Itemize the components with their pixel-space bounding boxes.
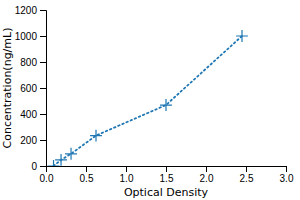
marker (65, 148, 77, 160)
tick: 200 (20, 135, 46, 146)
tick-label: 600 (20, 83, 37, 94)
tick: 1.5 (160, 166, 174, 184)
tick: 1000 (15, 31, 46, 42)
line (54, 36, 242, 166)
tick-mark (86, 166, 87, 172)
tick: 0.0 (40, 166, 54, 184)
tick-mark (40, 62, 46, 63)
tick-mark (40, 114, 46, 115)
tick: 3.0 (280, 166, 294, 184)
tick-label: 1200 (15, 5, 38, 16)
axis-domain (40, 11, 47, 167)
tick-mark (126, 166, 127, 172)
tick-label: 200 (20, 135, 37, 146)
chart: 0.0 0.5 1.0 1.5 2.0 2.5 3.0 0 200 400 600 800 1000 12… (0, 0, 300, 200)
tick: 2.0 (200, 166, 214, 184)
tick-mark (166, 166, 167, 172)
marks (48, 30, 248, 166)
tick-mark (40, 166, 46, 167)
x-axis-title: Optical Density (124, 186, 209, 199)
tick: 600 (20, 83, 46, 94)
tick-mark (40, 140, 46, 141)
tick-mark (40, 10, 46, 11)
tick-mark (40, 88, 46, 89)
tick: 0.5 (80, 166, 94, 184)
marker (236, 30, 248, 42)
tick-mark (40, 36, 46, 37)
marker (160, 99, 172, 111)
tick-label: 1000 (15, 31, 38, 42)
tick: 0 (31, 161, 46, 172)
tick-label: 3.0 (280, 173, 294, 184)
tick-label: 400 (20, 109, 37, 120)
tick-label: 800 (20, 57, 37, 68)
tick-label: 0.0 (40, 173, 54, 184)
plot: 0.0 0.5 1.0 1.5 2.0 2.5 3.0 0 200 400 600 800 1000 12… (15, 5, 294, 184)
tick: 2.5 (240, 166, 254, 184)
marker (48, 160, 60, 166)
y-axis: 0 200 400 600 800 1000 1200 (15, 5, 47, 172)
tick-label: 0.5 (80, 173, 94, 184)
x-axis: 0.0 0.5 1.0 1.5 2.0 2.5 3.0 (40, 166, 294, 184)
tick: 800 (20, 57, 46, 68)
tick-label: 0 (31, 161, 37, 172)
marker (55, 154, 67, 166)
tick-label: 1.0 (120, 173, 134, 184)
marker (90, 130, 102, 142)
tick-mark (246, 166, 247, 172)
tick-label: 2.0 (200, 173, 214, 184)
axis-domain (47, 167, 287, 173)
tick: 1.0 (120, 166, 134, 184)
tick-mark (286, 166, 287, 172)
tick-label: 1.5 (160, 173, 174, 184)
tick: 1200 (15, 5, 46, 16)
tick-label: 2.5 (240, 173, 254, 184)
tick-mark (206, 166, 207, 172)
tick: 400 (20, 109, 46, 120)
y-axis-title: Concentration(ng/mL) (1, 28, 14, 149)
